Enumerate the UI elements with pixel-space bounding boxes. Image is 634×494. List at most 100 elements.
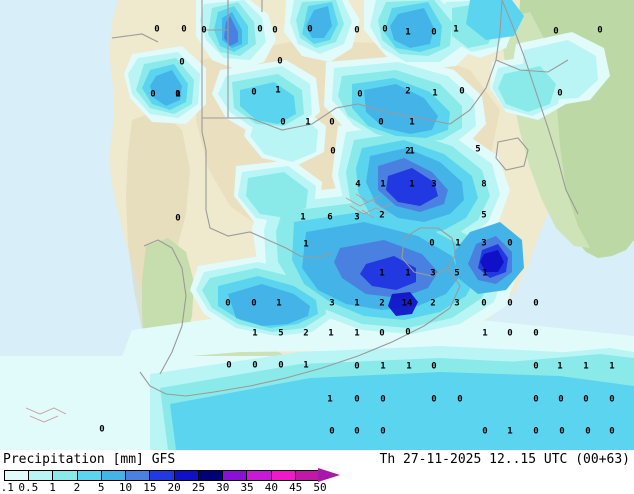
grid-value: 0 [307, 24, 313, 35]
colorbar-swatch-15-20 [150, 471, 175, 480]
grid-value: 1 [409, 179, 415, 190]
precip-band-20 [388, 250, 504, 316]
grid-value: 5 [278, 328, 284, 339]
grid-value: 3 [354, 212, 360, 223]
colorbar-swatch-10-15 [126, 471, 151, 480]
grid-value: 2 [303, 328, 309, 339]
colorbar-swatch-35-40 [247, 471, 272, 480]
grid-value: 3 [454, 298, 460, 309]
colorbar-tick-5: 5 [97, 481, 105, 494]
valid-time-stamp: Th 27-11-2025 12..15 UTC (00+63) [379, 452, 630, 467]
grid-value: 1 [303, 360, 309, 371]
grid-value: 1 [276, 298, 282, 309]
grid-value: 0 [278, 360, 284, 371]
grid-value: 0 [280, 117, 286, 128]
grid-value: 1 [303, 239, 309, 250]
grid-value: 0 [225, 298, 231, 309]
grid-value: 0 [277, 56, 283, 67]
grid-value: 0 [150, 89, 156, 100]
grid-value: 0 [507, 328, 513, 339]
grid-value: 1 [455, 238, 461, 249]
colorbar-swatch-40-45 [271, 471, 296, 480]
urban-area-marker [345, 193, 393, 219]
colorbar-swatch-0.5-1 [29, 471, 54, 480]
precipitation-map[interactable]: 0 0 0 0 0 1 0 1 0 0 1 0 0 0 2 1 0 0 0 0 0 0 1 0 0 1 0 1 0 0 1 5 0 2 4 1 1 3 8 0… [0, 0, 634, 450]
grid-value: 1 [609, 361, 615, 372]
grid-value: 1 [482, 268, 488, 279]
grid-value: 1 [327, 394, 333, 405]
grid-value: 0 [585, 426, 591, 437]
grid-value: 0 [380, 394, 386, 405]
grid-value: 4 [355, 179, 361, 190]
grid-value: 1 [432, 88, 438, 99]
colorbar-tick-30: 30 [216, 481, 230, 494]
grid-value: 1 [275, 85, 281, 96]
grid-value: 0 [226, 360, 232, 371]
grid-value: 2 [405, 86, 411, 97]
grid-value: 0 [482, 426, 488, 437]
grid-value: 0 [181, 24, 187, 35]
grid-value: 0 [609, 394, 615, 405]
grid-value: 1 [354, 328, 360, 339]
colorbar-swatch-1-2 [53, 471, 78, 480]
grid-value: 0 [175, 213, 181, 224]
grid-value: 0 [405, 327, 411, 338]
grid-value: 1 [300, 212, 306, 223]
grid-value: 5 [481, 210, 487, 221]
grid-value: 0 [533, 298, 539, 309]
grid-value: 3 [481, 238, 487, 249]
grid-value: 0 [257, 24, 263, 35]
colorbar-swatch-2-5 [77, 471, 102, 480]
grid-value: 2 [430, 298, 436, 309]
grid-value: 1 [507, 426, 513, 437]
colorbar [4, 470, 320, 481]
grid-value: 1 [453, 24, 459, 35]
colorbar-tick-25: 25 [191, 481, 206, 494]
grid-value: 0 [507, 298, 513, 309]
grid-value: 5 [475, 144, 481, 155]
grid-value: 1 [380, 361, 386, 372]
grid-value: 1 [175, 89, 181, 100]
grid-value: 0 [252, 360, 258, 371]
colorbar-tick-20: 20 [167, 481, 181, 494]
colorbar-swatch-0.1-0.5 [5, 471, 30, 480]
legend-footer: Precipitation [mm] GFS 0.10.512510152025… [0, 450, 634, 494]
grid-value: 0 [507, 238, 513, 249]
grid-value: 0 [431, 361, 437, 372]
grid-value: 5 [454, 268, 460, 279]
grid-value: 3 [329, 298, 335, 309]
grid-value: 2 [405, 146, 411, 157]
grid-value: 0 [533, 394, 539, 405]
legend-title: Precipitation [mm] GFS [3, 452, 176, 467]
grid-value: 2 [379, 298, 385, 309]
grid-value: 1 [482, 328, 488, 339]
colorbar-overflow-arrow-icon [318, 468, 340, 482]
grid-value: 0 [431, 394, 437, 405]
grid-value: 0 [553, 26, 559, 37]
grid-value: 1 [557, 361, 563, 372]
colorbar-swatch-20-25 [174, 471, 199, 480]
grid-value: 0 [380, 426, 386, 437]
grid-value: 0 [175, 89, 181, 100]
colorbar-tick-0.5: 0.5 [18, 481, 39, 494]
grid-value: 1 [583, 361, 589, 372]
colorbar-tick-50: 50 [313, 481, 327, 494]
grid-value: 0 [99, 424, 105, 435]
grid-value: 1 [406, 361, 412, 372]
grid-value: 0 [354, 25, 360, 36]
colorbar-tick-10: 10 [118, 481, 133, 494]
grid-value: 0 [179, 57, 185, 68]
grid-value: 0 [597, 25, 603, 36]
grid-value: 0 [459, 86, 465, 97]
grid-value: 0 [457, 394, 463, 405]
grid-value: 0 [583, 394, 589, 405]
grid-value: 0 [357, 89, 363, 100]
grid-value: 0 [251, 298, 257, 309]
grid-value: 0 [251, 87, 257, 98]
colorbar-swatch-5-10 [101, 471, 127, 480]
grid-value: 0 [354, 426, 360, 437]
grid-value: 0 [329, 426, 335, 437]
grid-value: 8 [481, 179, 487, 190]
grid-value: 1 [409, 117, 415, 128]
